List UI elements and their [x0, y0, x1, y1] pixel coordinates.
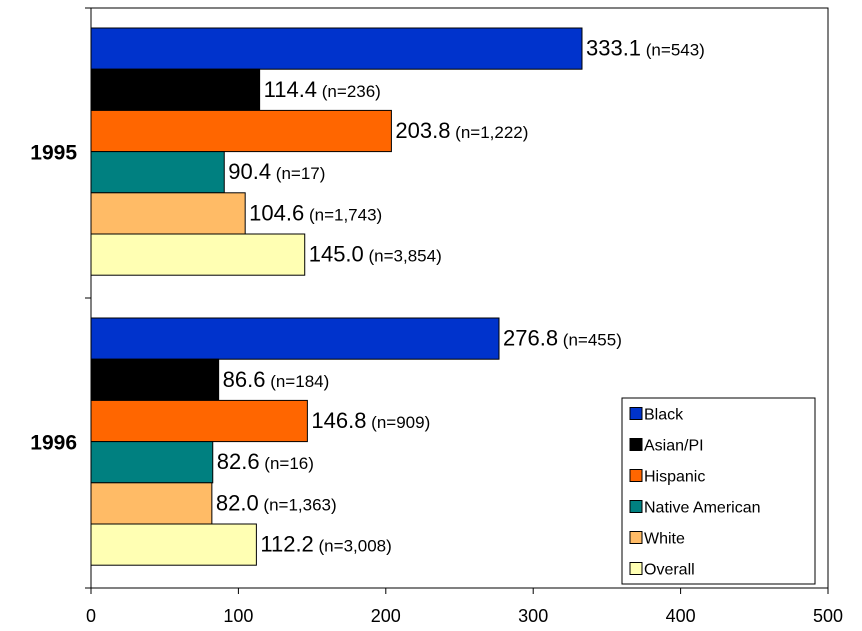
x-tick-label: 300	[518, 606, 548, 626]
legend: Black Asian/PI Hispanic Native American Whit…	[621, 397, 816, 585]
legend-label: Hispanic	[644, 469, 705, 486]
data-labels: 333.1 (n=543) 114.4 (n=236) 203.8 (n=1,222…	[216, 36, 705, 557]
legend-label: Overall	[644, 562, 695, 579]
legend-swatch	[629, 469, 643, 482]
axes: 1995 1996 0 100 200 300 400 500	[30, 7, 843, 626]
bar-black-1996	[90, 317, 500, 360]
legend-swatch	[629, 500, 643, 513]
x-tick-label: 0	[86, 606, 96, 626]
legend-swatch	[629, 531, 643, 544]
bar-black-1995	[90, 27, 583, 70]
legend-label: White	[644, 531, 685, 548]
bar-native-american-1996	[90, 441, 214, 484]
x-tick-label: 100	[223, 606, 253, 626]
data-label: 112.2 (n=3,008)	[260, 532, 391, 557]
data-label: 82.6 (n=16)	[217, 449, 314, 474]
data-label: 276.8 (n=455)	[503, 326, 622, 351]
legend-box	[621, 397, 816, 585]
x-tick-label: 400	[666, 606, 696, 626]
data-label: 90.4 (n=17)	[228, 159, 325, 184]
data-label: 114.4 (n=236)	[264, 77, 381, 102]
bars	[90, 27, 583, 566]
data-label: 104.6 (n=1,743)	[249, 200, 382, 225]
x-tick-label: 500	[813, 606, 843, 626]
legend-label: Native American	[644, 500, 761, 517]
bar-white-1995	[90, 192, 246, 235]
data-label: 146.8 (n=909)	[311, 408, 430, 433]
bar-asian-pi-1996	[90, 358, 220, 401]
x-tick-label: 200	[371, 606, 401, 626]
bar-hispanic-1995	[90, 109, 392, 153]
legend-label: Asian/PI	[644, 438, 704, 455]
data-label: 333.1 (n=543)	[586, 36, 705, 61]
data-label: 86.6 (n=184)	[223, 367, 330, 392]
legend-label: Black	[644, 407, 684, 424]
legend-swatch	[629, 562, 643, 575]
bar-asian-pi-1995	[90, 68, 261, 111]
data-label: 203.8 (n=1,222)	[395, 118, 528, 143]
bar-native-american-1995	[90, 151, 225, 194]
bar-overall-1996	[90, 523, 257, 566]
data-label: 145.0 (n=3,854)	[309, 242, 442, 267]
legend-swatch	[629, 438, 643, 451]
category-label-1995: 1995	[30, 142, 77, 165]
data-label: 82.0 (n=1,363)	[216, 490, 337, 515]
bar-white-1996	[90, 482, 213, 525]
bar-overall-1995	[90, 233, 306, 276]
bar-hispanic-1996	[90, 399, 308, 443]
category-label-1996: 1996	[30, 432, 77, 455]
legend-swatch	[629, 407, 643, 420]
